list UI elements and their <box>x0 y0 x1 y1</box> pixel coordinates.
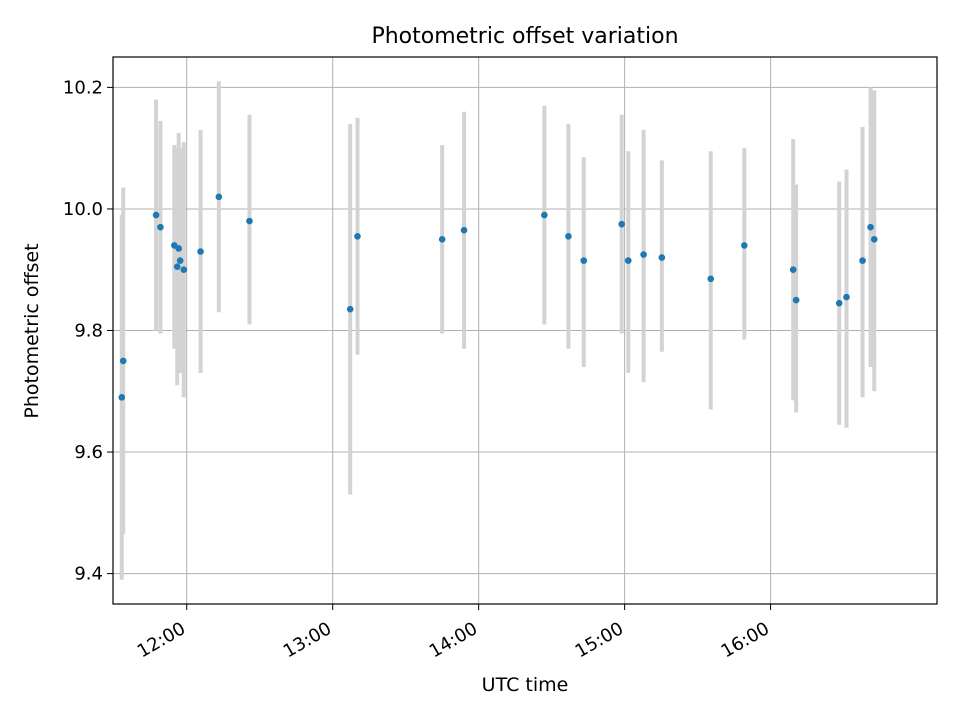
data-point <box>197 248 204 255</box>
data-point <box>859 257 866 264</box>
data-point <box>152 211 160 219</box>
y-tick-label: 10.2 <box>63 77 103 98</box>
chart-title: Photometric offset variation <box>371 24 678 49</box>
data-point <box>118 394 126 401</box>
data-point <box>541 211 548 219</box>
data-point <box>870 236 878 243</box>
data-point <box>460 226 468 234</box>
data-point <box>176 257 184 264</box>
y-tick-label: 10.0 <box>63 199 103 220</box>
data-point <box>119 357 127 365</box>
data-point <box>618 220 626 228</box>
data-point <box>843 293 850 301</box>
data-point <box>354 232 361 240</box>
data-point <box>175 245 182 252</box>
data-point <box>624 257 632 264</box>
data-point <box>215 193 223 201</box>
data-point <box>438 236 446 243</box>
data-point <box>867 223 874 231</box>
data-point <box>346 305 354 313</box>
y-axis-label: Photometric offset <box>21 243 43 418</box>
data-point <box>157 223 164 231</box>
plot-area: 12:00 13:00 14:00 15:00 16:009.49.69.810.010… <box>63 56 938 662</box>
data-point <box>707 275 715 283</box>
data-point <box>246 217 253 225</box>
y-tick-label: 9.6 <box>74 442 103 463</box>
data-point <box>741 242 748 249</box>
data-point <box>789 266 797 274</box>
data-point <box>658 254 666 261</box>
data-point <box>835 299 843 307</box>
data-point <box>792 296 800 304</box>
y-tick-label: 9.8 <box>74 321 103 342</box>
x-axis-label: UTC time <box>482 674 569 696</box>
y-tick-label: 9.4 <box>74 564 103 585</box>
data-point <box>640 251 647 258</box>
data-point <box>580 257 588 264</box>
data-point <box>173 263 181 270</box>
data-point <box>565 232 572 240</box>
data-point <box>180 266 188 274</box>
